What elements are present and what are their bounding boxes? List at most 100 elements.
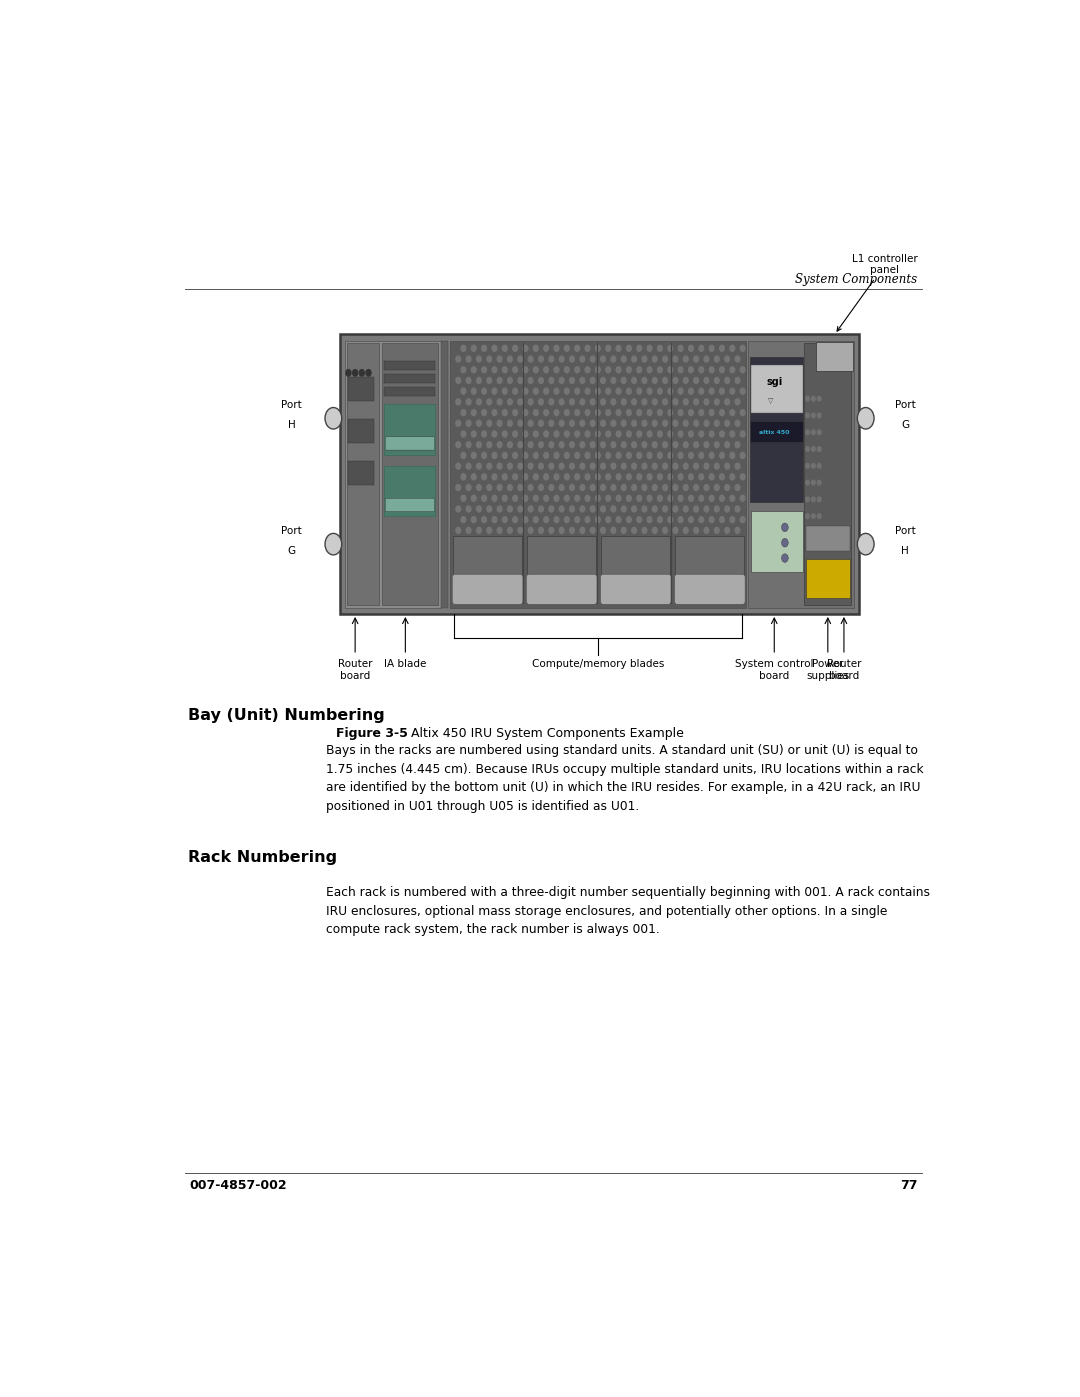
Circle shape	[549, 464, 554, 469]
Circle shape	[730, 367, 734, 373]
Circle shape	[611, 441, 616, 447]
Circle shape	[565, 474, 569, 479]
Circle shape	[575, 409, 580, 415]
Circle shape	[585, 388, 590, 394]
Circle shape	[534, 496, 538, 502]
Circle shape	[719, 409, 725, 415]
Circle shape	[715, 356, 719, 362]
Circle shape	[559, 485, 564, 490]
Circle shape	[549, 506, 554, 511]
Circle shape	[658, 453, 662, 458]
Circle shape	[684, 528, 688, 534]
Circle shape	[658, 388, 662, 394]
Circle shape	[725, 485, 729, 490]
Circle shape	[513, 409, 517, 415]
Circle shape	[611, 485, 616, 490]
Circle shape	[471, 432, 476, 437]
FancyBboxPatch shape	[816, 342, 853, 372]
Circle shape	[626, 367, 631, 373]
Circle shape	[534, 367, 538, 373]
Circle shape	[482, 432, 486, 437]
Circle shape	[492, 388, 497, 394]
Circle shape	[678, 432, 683, 437]
Circle shape	[580, 356, 584, 362]
Circle shape	[704, 441, 708, 447]
FancyBboxPatch shape	[862, 539, 873, 549]
Circle shape	[497, 485, 502, 490]
FancyBboxPatch shape	[751, 422, 802, 441]
Circle shape	[626, 432, 631, 437]
Circle shape	[528, 377, 532, 383]
Circle shape	[735, 528, 740, 534]
Circle shape	[518, 356, 523, 362]
Text: Router
board: Router board	[338, 659, 373, 680]
Circle shape	[740, 409, 745, 415]
Circle shape	[559, 377, 564, 383]
Circle shape	[580, 528, 584, 534]
Circle shape	[471, 517, 476, 522]
Circle shape	[818, 497, 821, 502]
Circle shape	[467, 356, 471, 362]
FancyBboxPatch shape	[675, 535, 744, 604]
Circle shape	[626, 517, 631, 522]
Circle shape	[673, 377, 678, 383]
Circle shape	[528, 485, 532, 490]
Text: Rack Numbering: Rack Numbering	[188, 849, 337, 865]
Circle shape	[513, 432, 517, 437]
Circle shape	[693, 464, 699, 469]
Circle shape	[637, 496, 642, 502]
Circle shape	[456, 506, 460, 511]
Circle shape	[611, 528, 616, 534]
Circle shape	[818, 397, 821, 401]
Circle shape	[663, 441, 667, 447]
Circle shape	[523, 432, 528, 437]
Circle shape	[782, 553, 788, 563]
Circle shape	[725, 400, 729, 405]
Circle shape	[730, 517, 734, 522]
Circle shape	[569, 506, 575, 511]
Circle shape	[710, 345, 714, 351]
Circle shape	[482, 367, 486, 373]
Circle shape	[689, 432, 693, 437]
FancyBboxPatch shape	[384, 404, 435, 454]
Circle shape	[806, 497, 809, 502]
Circle shape	[667, 388, 673, 394]
Circle shape	[617, 388, 621, 394]
Circle shape	[693, 400, 699, 405]
Circle shape	[858, 408, 874, 429]
FancyBboxPatch shape	[602, 535, 671, 604]
Circle shape	[471, 388, 476, 394]
Circle shape	[725, 377, 729, 383]
Circle shape	[673, 485, 678, 490]
Circle shape	[575, 388, 580, 394]
Circle shape	[626, 453, 631, 458]
Circle shape	[637, 474, 642, 479]
Circle shape	[621, 400, 626, 405]
FancyBboxPatch shape	[600, 574, 671, 605]
Circle shape	[678, 453, 683, 458]
Circle shape	[544, 345, 549, 351]
Circle shape	[565, 409, 569, 415]
Circle shape	[643, 506, 647, 511]
Circle shape	[461, 388, 465, 394]
Circle shape	[678, 474, 683, 479]
Circle shape	[719, 453, 725, 458]
Circle shape	[523, 474, 528, 479]
Text: H: H	[901, 546, 909, 556]
Circle shape	[782, 538, 788, 548]
Circle shape	[554, 496, 558, 502]
Circle shape	[559, 506, 564, 511]
Circle shape	[487, 400, 491, 405]
Circle shape	[725, 356, 729, 362]
Circle shape	[352, 370, 357, 376]
FancyBboxPatch shape	[386, 437, 434, 450]
Circle shape	[467, 464, 471, 469]
Circle shape	[595, 474, 600, 479]
Circle shape	[492, 367, 497, 373]
Circle shape	[632, 377, 636, 383]
Circle shape	[811, 447, 815, 451]
Circle shape	[652, 377, 657, 383]
Circle shape	[497, 464, 502, 469]
Circle shape	[518, 377, 523, 383]
Circle shape	[658, 345, 662, 351]
